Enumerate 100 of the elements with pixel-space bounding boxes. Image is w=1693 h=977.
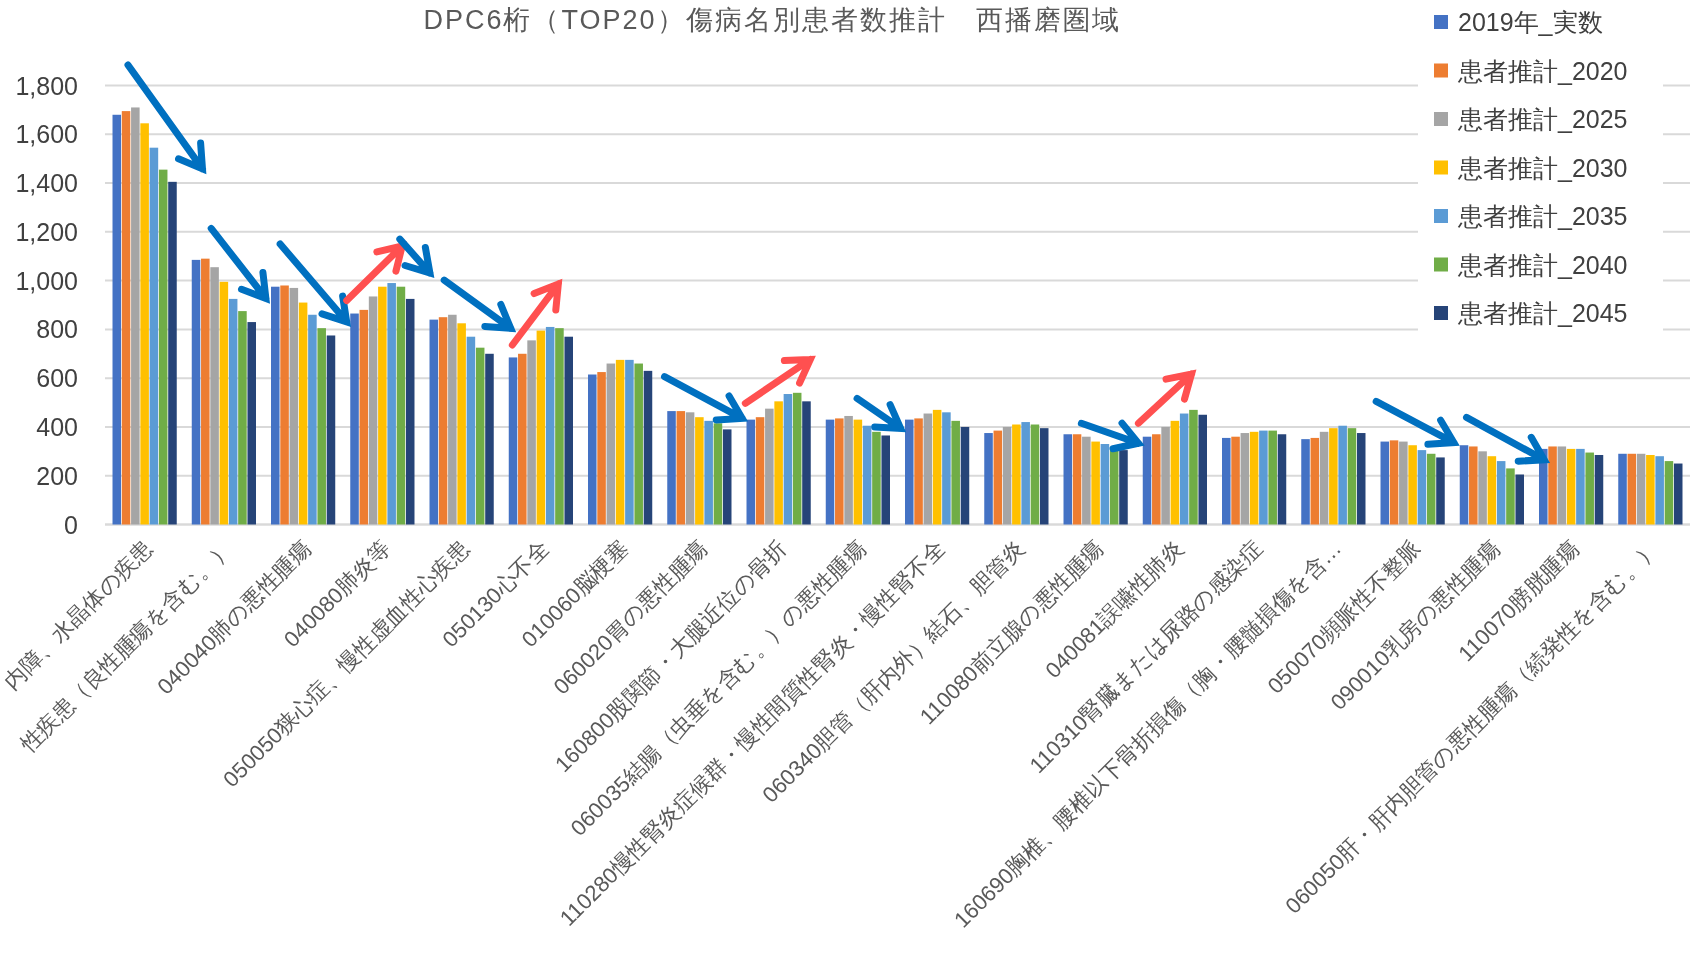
bar bbox=[555, 328, 564, 525]
bar bbox=[1152, 434, 1161, 525]
bar bbox=[755, 417, 765, 525]
bar bbox=[1142, 436, 1152, 525]
bar bbox=[317, 328, 326, 525]
bar bbox=[1319, 431, 1329, 525]
bar bbox=[1277, 434, 1287, 525]
bar bbox=[536, 330, 546, 525]
bar bbox=[1119, 450, 1128, 525]
bar bbox=[1259, 430, 1268, 525]
bar bbox=[1301, 439, 1310, 525]
bar bbox=[1636, 453, 1646, 525]
bar bbox=[881, 435, 890, 525]
bar bbox=[247, 322, 256, 525]
y-tick-label: 200 bbox=[36, 461, 78, 490]
bar bbox=[597, 372, 606, 525]
bar bbox=[1389, 440, 1399, 525]
bar bbox=[774, 401, 783, 525]
bar bbox=[158, 169, 168, 525]
bar bbox=[1506, 468, 1515, 525]
bar bbox=[942, 412, 951, 525]
bar bbox=[615, 359, 625, 525]
bar bbox=[792, 392, 802, 525]
bar bbox=[228, 298, 238, 525]
bar bbox=[862, 425, 872, 525]
bar bbox=[168, 181, 177, 525]
bar bbox=[960, 426, 970, 525]
bar bbox=[527, 340, 536, 525]
legend-label: 患者推計_2035 bbox=[1457, 202, 1628, 230]
bar bbox=[1566, 448, 1576, 525]
bar bbox=[1496, 461, 1506, 525]
bar bbox=[1487, 456, 1497, 525]
bar bbox=[932, 409, 942, 525]
y-tick-label: 1,200 bbox=[15, 217, 78, 246]
bar bbox=[1072, 434, 1082, 525]
bar bbox=[457, 323, 466, 525]
bar bbox=[1021, 422, 1030, 525]
y-tick-label: 1,800 bbox=[15, 71, 78, 100]
bar bbox=[1198, 414, 1207, 525]
bar bbox=[405, 298, 415, 525]
bar bbox=[298, 302, 308, 525]
bar bbox=[606, 363, 616, 525]
bar bbox=[914, 418, 923, 525]
bar bbox=[1189, 409, 1198, 525]
bar bbox=[905, 419, 914, 525]
bar bbox=[1249, 431, 1259, 525]
bar bbox=[1338, 425, 1347, 525]
bar bbox=[746, 419, 756, 525]
bar bbox=[131, 107, 140, 525]
bar bbox=[951, 420, 960, 525]
bar bbox=[1399, 441, 1408, 525]
bar bbox=[1030, 424, 1040, 525]
bar bbox=[308, 314, 317, 525]
y-tick-label: 800 bbox=[36, 315, 78, 344]
chart-title: DPC6桁（TOP20）傷病名別患者数推計 西播磨圏域 bbox=[423, 5, 1121, 35]
legend-label: 患者推計_2020 bbox=[1457, 56, 1628, 85]
bar bbox=[475, 347, 485, 525]
bar bbox=[1515, 474, 1524, 525]
bar bbox=[634, 363, 643, 525]
bar bbox=[1063, 434, 1073, 525]
bar bbox=[825, 419, 835, 525]
bar bbox=[1268, 430, 1277, 525]
bar bbox=[1594, 454, 1604, 525]
bar bbox=[1417, 450, 1427, 525]
bar bbox=[238, 311, 247, 525]
bar bbox=[112, 114, 122, 525]
y-tick-label: 1,400 bbox=[15, 169, 78, 198]
bar bbox=[396, 286, 406, 525]
bar bbox=[704, 420, 713, 525]
bar bbox=[1012, 424, 1021, 525]
bar bbox=[625, 359, 634, 525]
y-tick-label: 400 bbox=[36, 412, 78, 441]
bar bbox=[1002, 426, 1012, 525]
bar bbox=[1459, 445, 1469, 525]
y-tick-label: 600 bbox=[36, 364, 78, 393]
bar bbox=[1478, 451, 1487, 525]
bar bbox=[1557, 446, 1567, 525]
bar bbox=[1161, 426, 1170, 525]
bar bbox=[508, 357, 518, 525]
bar bbox=[387, 283, 396, 525]
bar bbox=[1673, 463, 1683, 525]
bar bbox=[1646, 454, 1655, 525]
bar bbox=[1231, 436, 1240, 525]
bar bbox=[1585, 452, 1594, 525]
bar bbox=[201, 258, 210, 525]
bar bbox=[844, 415, 853, 525]
bar bbox=[765, 408, 774, 525]
bar bbox=[695, 417, 704, 525]
bar bbox=[1100, 444, 1110, 525]
bar bbox=[1380, 441, 1390, 525]
bar bbox=[1408, 445, 1417, 525]
bar bbox=[713, 423, 723, 525]
bar bbox=[564, 336, 573, 525]
bar bbox=[1091, 441, 1100, 525]
bar bbox=[280, 285, 289, 525]
bar bbox=[835, 418, 844, 525]
bar bbox=[993, 430, 1003, 525]
bar bbox=[676, 411, 686, 525]
bar bbox=[1310, 437, 1320, 525]
bar bbox=[643, 370, 653, 525]
